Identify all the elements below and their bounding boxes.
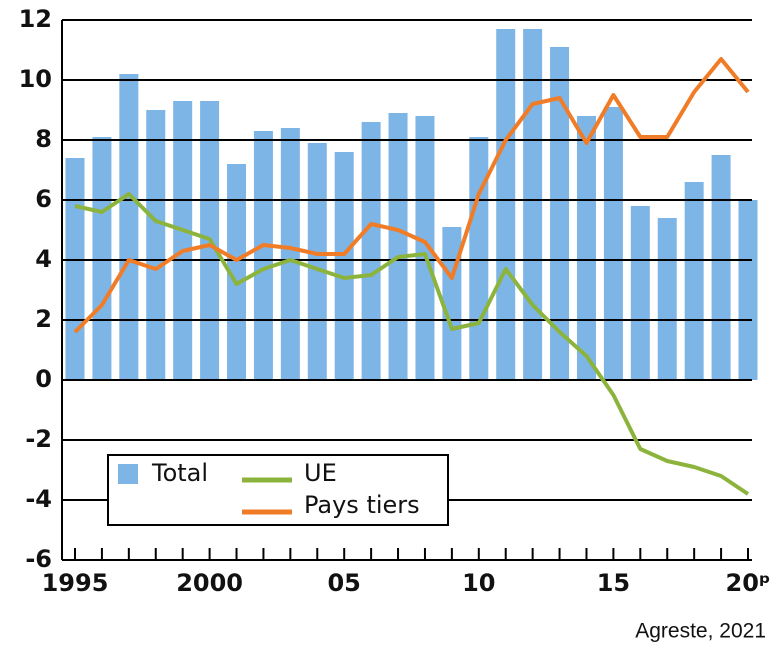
- line: [73, 57, 750, 334]
- y-tick-label: -2: [25, 425, 52, 453]
- bar: [711, 155, 731, 380]
- legend-label: Pays tiers: [304, 491, 420, 519]
- x-tick-label: 2000: [176, 569, 243, 597]
- line: [74, 192, 750, 496]
- bar: [119, 74, 139, 380]
- bar: [65, 158, 85, 380]
- legend-label: UE: [304, 459, 337, 487]
- bar: [469, 137, 489, 380]
- x-tick-label: 10: [462, 569, 495, 597]
- bar: [280, 128, 300, 380]
- y-tick-label: 8: [35, 125, 52, 153]
- bar: [442, 227, 462, 380]
- bar: [550, 47, 570, 380]
- bar: [92, 137, 112, 380]
- x-tick-label: 20ᵖ: [726, 569, 771, 597]
- bar: [361, 122, 381, 380]
- bar: [146, 110, 166, 380]
- y-tick-label: -4: [25, 485, 52, 513]
- y-tick-label: 0: [35, 365, 52, 393]
- bar: [630, 206, 650, 380]
- legend-label: Total: [151, 459, 208, 487]
- y-tick-label: 12: [19, 5, 52, 33]
- bar: [307, 143, 327, 380]
- bar: [523, 29, 543, 380]
- bar: [334, 152, 354, 380]
- bar: [657, 218, 677, 380]
- bar: [227, 164, 247, 380]
- source: Agreste, 2021: [635, 620, 766, 643]
- legend-swatch: [118, 464, 138, 484]
- x-tick-label: 1995: [42, 569, 109, 597]
- x-tick-label: 05: [327, 569, 360, 597]
- bar: [496, 29, 516, 380]
- y-tick-label: 6: [35, 185, 52, 213]
- bar: [173, 101, 193, 380]
- bar: [415, 116, 435, 380]
- bar: [738, 200, 758, 380]
- bar: [388, 113, 408, 380]
- x-tick-label: 15: [597, 569, 630, 597]
- y-tick-label: 4: [35, 245, 52, 273]
- bar: [603, 107, 623, 380]
- bar: [684, 182, 704, 380]
- bar: [576, 116, 596, 380]
- bar: [253, 131, 273, 380]
- y-tick-label: 2: [35, 305, 52, 333]
- y-tick-label: -6: [25, 545, 52, 573]
- y-tick-label: 10: [19, 65, 52, 93]
